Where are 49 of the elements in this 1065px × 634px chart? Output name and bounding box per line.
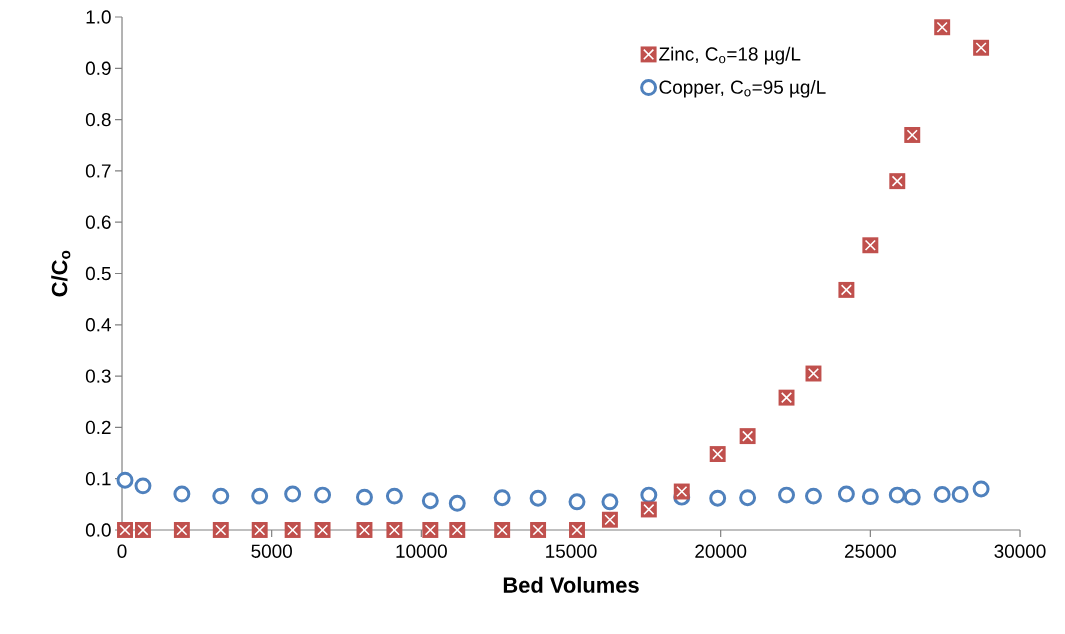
point xyxy=(739,489,757,507)
point xyxy=(837,485,855,503)
point xyxy=(314,486,332,504)
point xyxy=(640,486,658,504)
point xyxy=(861,488,879,506)
x-axis-title: Bed Volumes xyxy=(503,576,639,593)
point xyxy=(709,489,727,507)
y-tick-label: 0.4 xyxy=(85,318,111,332)
point xyxy=(116,471,134,489)
point xyxy=(529,489,547,507)
legend-label: Copper, C$_{o}$=95 µg/L xyxy=(659,79,826,98)
point xyxy=(568,493,586,511)
point xyxy=(284,485,302,503)
point xyxy=(134,477,152,495)
point xyxy=(972,480,990,498)
y-tick-label: 0.7 xyxy=(85,164,111,178)
x-tick-label: 30000 xyxy=(994,544,1046,558)
point xyxy=(933,486,951,504)
y-tick-label: 0.1 xyxy=(85,471,111,486)
y-tick-label: 0.8 xyxy=(85,112,111,127)
point xyxy=(951,486,969,504)
y-tick-label: 0.3 xyxy=(85,369,111,383)
legend-label: Zinc, C$_{o}$=18 µg/L xyxy=(659,46,801,65)
point xyxy=(903,488,921,506)
y-tick-label: 0.0 xyxy=(85,523,111,537)
point xyxy=(888,486,906,504)
y-tick-label: 0.5 xyxy=(85,266,111,281)
point xyxy=(804,487,822,505)
point xyxy=(385,487,403,505)
point xyxy=(355,488,373,506)
y-tick-label: 1.0 xyxy=(86,10,111,24)
x-tick-label: 20000 xyxy=(695,544,747,558)
y-tick-label: 0.6 xyxy=(85,215,111,229)
x-tick-label: 5000 xyxy=(251,544,292,558)
y-axis-title: C/C$_{o}$ xyxy=(51,250,71,297)
x-tick-label: 25000 xyxy=(844,544,896,558)
point xyxy=(448,494,466,512)
point xyxy=(601,493,619,511)
x-tick-label: 15000 xyxy=(546,544,597,558)
point xyxy=(778,486,795,504)
point xyxy=(493,489,511,507)
y-tick-label: 0.9 xyxy=(85,61,111,75)
x-tick-label: 0 xyxy=(117,544,127,558)
y-tick-label: 0.2 xyxy=(85,420,111,435)
x-tick-label: 10000 xyxy=(396,544,447,558)
point xyxy=(173,485,191,503)
point xyxy=(251,487,269,505)
point xyxy=(421,492,439,510)
point xyxy=(212,487,230,505)
